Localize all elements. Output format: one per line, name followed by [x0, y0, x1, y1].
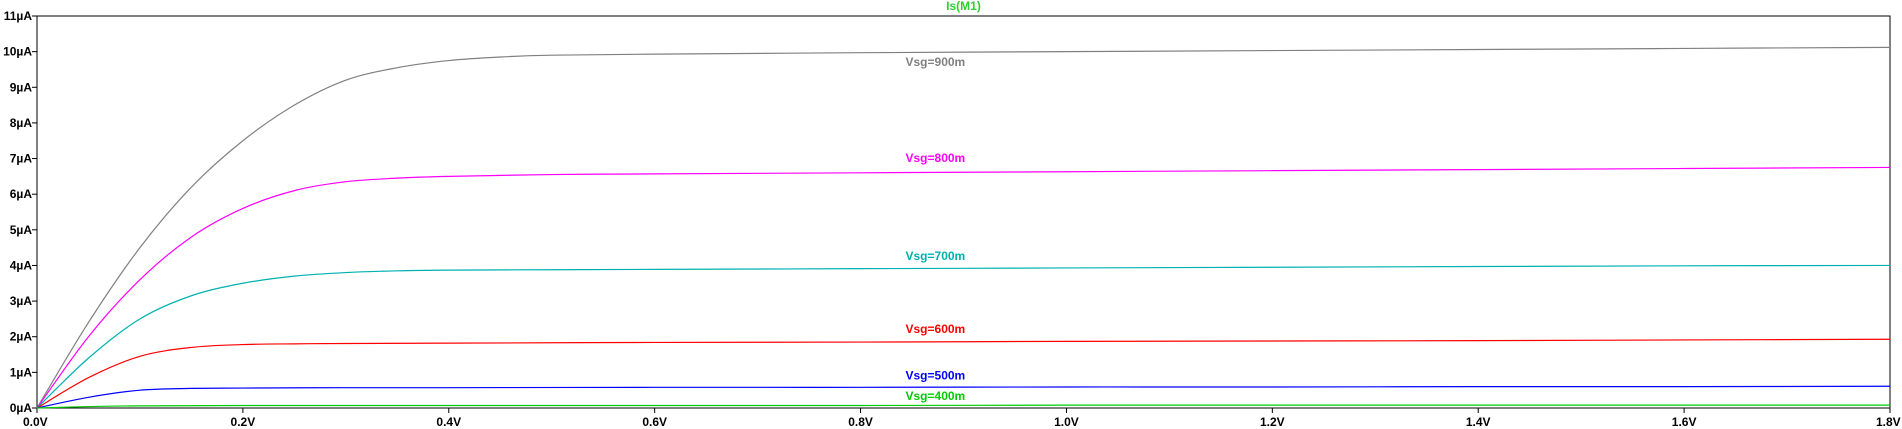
series-label: Vsg=700m — [906, 249, 966, 263]
y-tick-label: 7µA — [10, 152, 33, 166]
x-tick-label: 0.4V — [436, 415, 461, 429]
series-line-vsg-700m — [36, 264, 1891, 409]
x-tick-label: 1.8V — [1876, 415, 1901, 429]
series-line-vsg-500m — [36, 385, 1891, 409]
chart-title: Is(M1) — [946, 0, 981, 13]
y-tick-label: 8µA — [10, 116, 33, 130]
series-label: Vsg=500m — [906, 368, 966, 382]
series-line-vsg-400m — [36, 404, 1890, 409]
plot-frame — [36, 15, 1891, 409]
x-tick-label: 1.4V — [1466, 415, 1491, 429]
y-tick-label: 0µA — [10, 401, 33, 415]
series-line-vsg-600m — [36, 338, 1891, 409]
x-tick-label: 0.6V — [642, 415, 667, 429]
series-lines — [36, 46, 1891, 409]
x-tick-label: 0.0V — [23, 415, 48, 429]
x-tick-label: 1.0V — [1054, 415, 1079, 429]
y-tick-label: 1µA — [10, 365, 33, 379]
y-tick-label: 3µA — [10, 294, 33, 308]
series-label: Vsg=400m — [906, 389, 966, 403]
series-label: Vsg=800m — [906, 151, 966, 165]
series-labels: Vsg=900m Vsg=800m Vsg=700m Vsg=600m Vsg=500m… — [906, 55, 966, 403]
series-line-vsg-800m — [36, 166, 1891, 409]
y-tick-label: 9µA — [10, 80, 33, 94]
series-label: Vsg=600m — [906, 322, 966, 336]
series-label: Vsg=900m — [906, 55, 966, 69]
y-tick-label: 4µA — [10, 258, 33, 272]
y-tick-label: 2µA — [10, 330, 33, 344]
y-axis: 0µA 1µA 2µA 3µA 4µA 5µA 6µA 7µA 8µA 9µA 10µA 11µA — [3, 9, 37, 415]
y-tick-label: 10µA — [3, 45, 32, 59]
x-tick-label: 1.6V — [1672, 415, 1697, 429]
x-tick-label: 0.2V — [231, 415, 256, 429]
x-tick-label: 0.8V — [848, 415, 873, 429]
x-tick-label: 1.2V — [1260, 415, 1285, 429]
series-line-vsg-900m — [36, 46, 1891, 409]
y-tick-label: 5µA — [10, 223, 33, 237]
y-tick-label: 11µA — [4, 9, 33, 23]
x-axis: 0.0V 0.2V 0.4V 0.6V 0.8V 1.0V 1.2V 1.4V 1.6V 1.8V — [23, 408, 1901, 429]
y-tick-label: 6µA — [10, 187, 33, 201]
